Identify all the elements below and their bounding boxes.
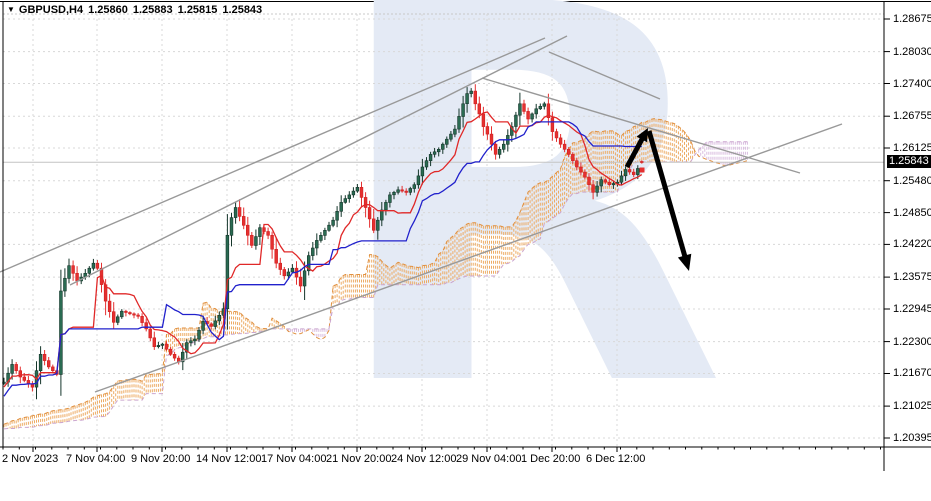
kijun-sen-line bbox=[3, 121, 642, 397]
last-price-dot bbox=[639, 167, 645, 173]
chart-title: ▼ GBPUSD,H4 1.25860 1.25883 1.25815 1.25843 bbox=[7, 4, 262, 16]
time-axis-label: 9 Nov 20:00 bbox=[131, 453, 191, 465]
price-axis-label: 1.24850 bbox=[893, 206, 931, 219]
axes-frame bbox=[0, 1, 931, 471]
arrows-layer[interactable] bbox=[624, 128, 692, 271]
chart-marker-icon: ▼ bbox=[7, 5, 15, 14]
time-axis-label: 21 Nov 20:00 bbox=[326, 453, 392, 465]
price-axis-label: 1.25480 bbox=[893, 174, 931, 187]
grid-layer bbox=[3, 13, 884, 447]
tenkan-sen-line bbox=[3, 111, 643, 388]
trendlines-layer[interactable] bbox=[0, 35, 843, 393]
price-axis-label: 1.26755 bbox=[893, 110, 931, 123]
candles-layer bbox=[2, 84, 644, 400]
time-axis-label: 17 Nov 04:00 bbox=[261, 453, 327, 465]
price-axis-label: 1.24220 bbox=[893, 238, 931, 251]
ohlc-open: 1.25860 bbox=[88, 4, 128, 16]
ichimoku-cloud-layer bbox=[3, 118, 748, 430]
price-axis-label: 1.21025 bbox=[893, 400, 931, 413]
price-axis-label: 1.28030 bbox=[893, 45, 931, 58]
price-axis-label: 1.20395 bbox=[893, 432, 931, 444]
time-axis-label: 6 Dec 12:00 bbox=[586, 453, 646, 465]
ohlc-high: 1.25883 bbox=[132, 4, 173, 16]
senkou-span-b-line bbox=[3, 141, 748, 430]
price-axis-label: 1.22300 bbox=[893, 335, 931, 348]
time-axis-label: 29 Nov 04:00 bbox=[456, 453, 522, 465]
ohlc-low: 1.25815 bbox=[177, 4, 218, 16]
symbol-timeframe: GBPUSD,H4 bbox=[18, 4, 84, 16]
ohlc-close: 1.25843 bbox=[222, 4, 263, 16]
price-axis-label: 1.21670 bbox=[893, 367, 931, 380]
time-axis-label: 24 Nov 12:00 bbox=[391, 453, 457, 465]
chart-canvas[interactable] bbox=[0, 0, 931, 471]
price-axis-label: 1.28675 bbox=[893, 13, 931, 25]
time-axis-label: 2 Nov 2023 bbox=[2, 453, 59, 465]
window-top-border bbox=[0, 1, 931, 2]
time-axis-label: 1 Dec 20:00 bbox=[521, 453, 581, 465]
time-axis-label: 7 Nov 04:00 bbox=[66, 453, 126, 465]
mt4-chart-window: { "title_bar": { "marker": "▼", "symbol"… bbox=[0, 0, 931, 471]
price-axis-label: 1.27400 bbox=[893, 77, 931, 90]
time-axis-label: 14 Nov 12:00 bbox=[196, 453, 262, 465]
price-axis-label: 1.26125 bbox=[893, 142, 931, 155]
price-axis-label: 1.23575 bbox=[893, 271, 931, 284]
price-axis-label: 1.22945 bbox=[893, 302, 931, 315]
current-price-badge: 1.25843 bbox=[887, 155, 931, 169]
